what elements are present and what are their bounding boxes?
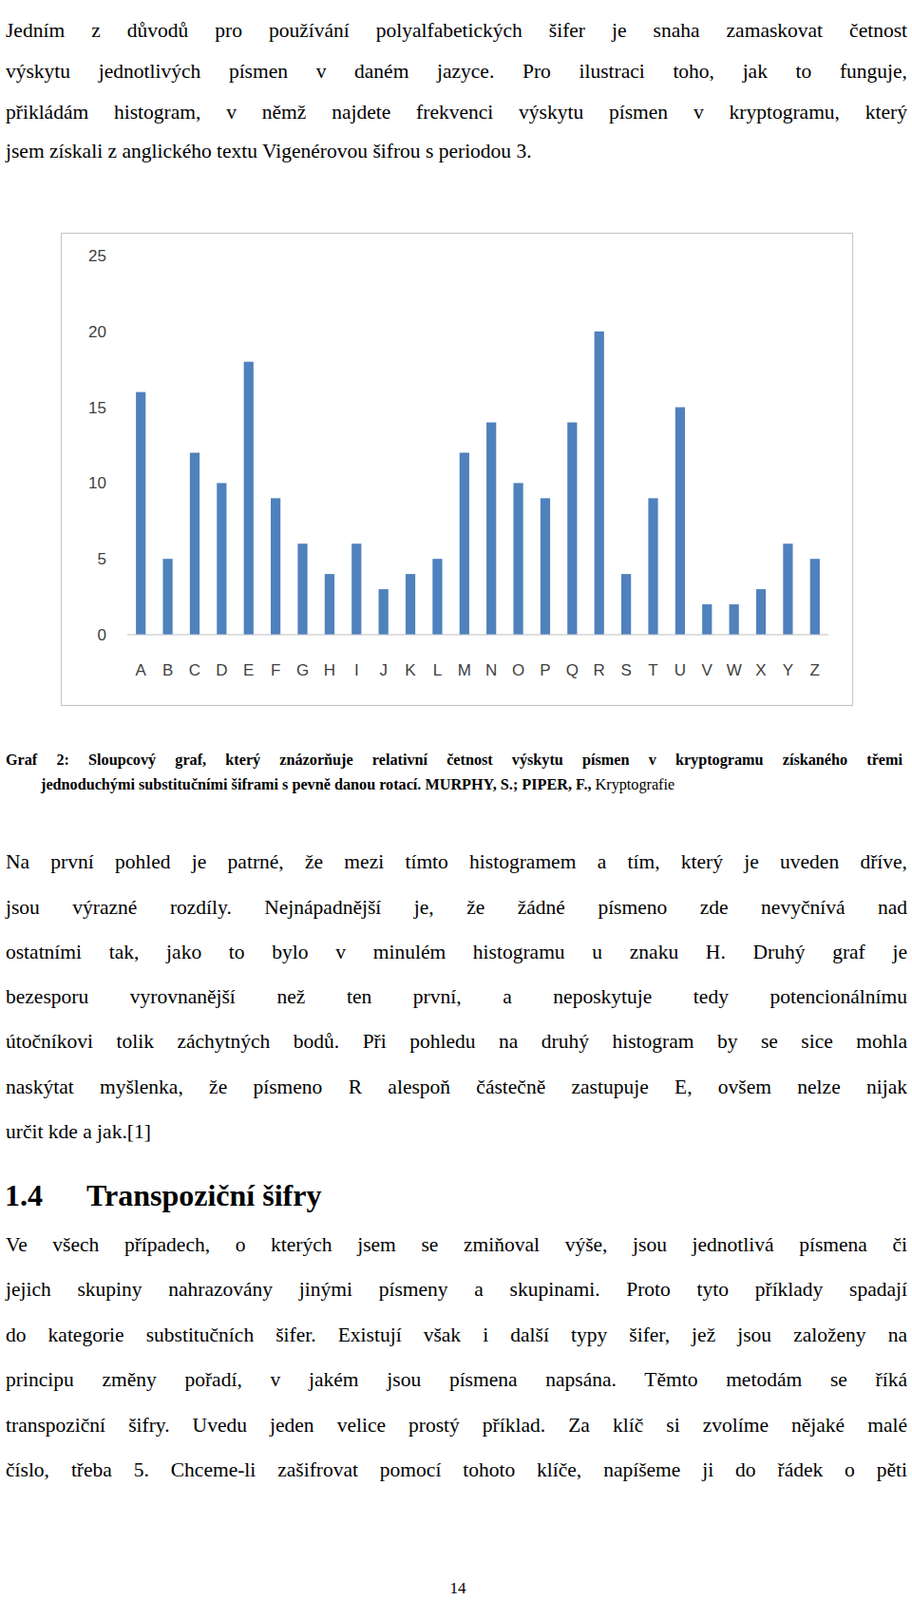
chart-frame — [61, 233, 854, 706]
chart: 0 5 10 15 20 25 ABCDEFGHIJKLMNOPQRSTUVWXYZ — [0, 0, 912, 722]
bar — [162, 558, 172, 635]
bar — [432, 558, 442, 635]
y-tick — [123, 406, 128, 408]
x-tick-label: S — [620, 661, 631, 680]
text-line: Na první pohled je patrné, že mezi tímto… — [5, 846, 908, 877]
bar — [621, 573, 631, 635]
x-tick-label: O — [512, 661, 525, 680]
bar — [486, 422, 496, 635]
bar — [216, 482, 227, 635]
x-tick-label: H — [323, 661, 336, 680]
bar — [729, 604, 740, 635]
x-tick-label: J — [379, 661, 388, 680]
text-line: útočníkovi tolik záchytných bodů. Při po… — [5, 1026, 908, 1057]
text-line: transpoziční šifry. Uvedu jeden velice p… — [5, 1409, 908, 1441]
x-tick-label: U — [674, 661, 686, 680]
bar — [540, 497, 551, 635]
x-tick-label: R — [593, 661, 606, 680]
x-axis — [127, 633, 829, 635]
text-line: naskýtat myšlenka, že písmeno R alespoň … — [5, 1071, 908, 1102]
x-tick-label: A — [135, 661, 148, 680]
text-line: principu změny pořadí, v jakém jsou písm… — [5, 1364, 908, 1395]
text-line: určit kde a jak.[1] — [5, 1116, 908, 1147]
x-tick-label: D — [215, 661, 228, 680]
bar — [405, 573, 416, 635]
x-tick-label: P — [539, 661, 551, 680]
y-tick-label: 0 — [97, 626, 107, 645]
bar — [567, 422, 577, 635]
y-tick — [123, 558, 128, 560]
x-tick-label: K — [404, 661, 417, 680]
bar — [513, 482, 523, 635]
y-tick-label: 10 — [88, 474, 107, 493]
heading-number: 1.4 — [4, 1174, 43, 1216]
text-line: ostatními tak, jako to bylo v minulém hi… — [5, 936, 908, 968]
bar — [297, 543, 307, 635]
bar — [647, 497, 658, 635]
x-tick-label: M — [457, 661, 472, 680]
x-tick-label: X — [755, 661, 766, 680]
y-tick — [123, 482, 128, 484]
bar — [270, 497, 281, 635]
x-tick-label: I — [354, 661, 360, 680]
x-tick-label: B — [162, 661, 173, 680]
text-line: číslo, třeba 5. Chceme-li zašifrovat pom… — [5, 1454, 908, 1485]
x-tick-label: G — [296, 661, 309, 680]
y-tick — [123, 255, 128, 257]
bar — [244, 361, 254, 635]
bar — [379, 589, 389, 635]
bar — [756, 589, 766, 635]
x-tick-label: Y — [782, 661, 794, 680]
text-line: Ve všech případech, o kterých jsem se zm… — [5, 1229, 908, 1260]
caption-text: jednoduchými substitučními šiframi s pev… — [40, 776, 592, 794]
caption-text: Kryptografie — [591, 776, 676, 794]
bar — [782, 543, 793, 635]
x-tick-label: N — [485, 661, 497, 680]
y-tick-label: 15 — [88, 399, 107, 418]
y-tick — [123, 330, 128, 332]
page-number: 14 — [410, 1577, 506, 1600]
bars — [135, 331, 820, 635]
caption-line: jednoduchými substitučními šiframi s pev… — [40, 773, 908, 797]
bar — [675, 407, 685, 635]
x-tick-label: Z — [810, 661, 820, 680]
bar — [459, 452, 470, 635]
text-line: bezesporu vyrovnanější než ten první, a … — [5, 981, 908, 1012]
y-tick — [123, 634, 128, 636]
text-line: jsou výrazné rozdíly. Nejnápadnější je, … — [5, 892, 908, 923]
heading-title: Transpoziční šifry — [86, 1174, 322, 1216]
y-tick-label: 25 — [88, 247, 107, 266]
x-tick-label: F — [270, 661, 281, 680]
y-tick-label: 20 — [88, 323, 107, 342]
bar — [351, 543, 361, 635]
bar — [702, 604, 712, 635]
x-tick-label: T — [647, 661, 658, 680]
y-tick-label: 5 — [97, 550, 107, 569]
x-tick-label: L — [433, 661, 442, 680]
text-line: jejich skupiny nahrazovány jinými písmen… — [5, 1273, 908, 1305]
text-line: Jedním z důvodů pro používání polyalfabe… — [5, 15, 908, 46]
bar — [190, 452, 200, 635]
caption-text: Graf 2: Sloupcový graf, který znázorňuje… — [5, 751, 903, 769]
x-tick-label: C — [189, 661, 201, 680]
text-line: přikládám histogram, v němž najdete frek… — [5, 96, 908, 128]
x-tick-label: W — [726, 661, 742, 680]
caption-line: Graf 2: Sloupcový graf, který znázorňuje… — [5, 748, 903, 772]
bar — [594, 331, 605, 635]
bar — [324, 573, 335, 635]
text-line: jsem získali z anglického textu Vigenéro… — [5, 135, 908, 167]
bar — [810, 558, 820, 635]
x-tick-label: V — [702, 661, 714, 680]
text-line: výskytu jednotlivých písmen v daném jazy… — [5, 56, 908, 87]
bar — [135, 392, 146, 635]
text-line: do kategorie substitučních šifer. Existu… — [5, 1319, 908, 1350]
x-tick-label: Q — [566, 661, 579, 680]
x-tick-label: E — [243, 661, 254, 680]
